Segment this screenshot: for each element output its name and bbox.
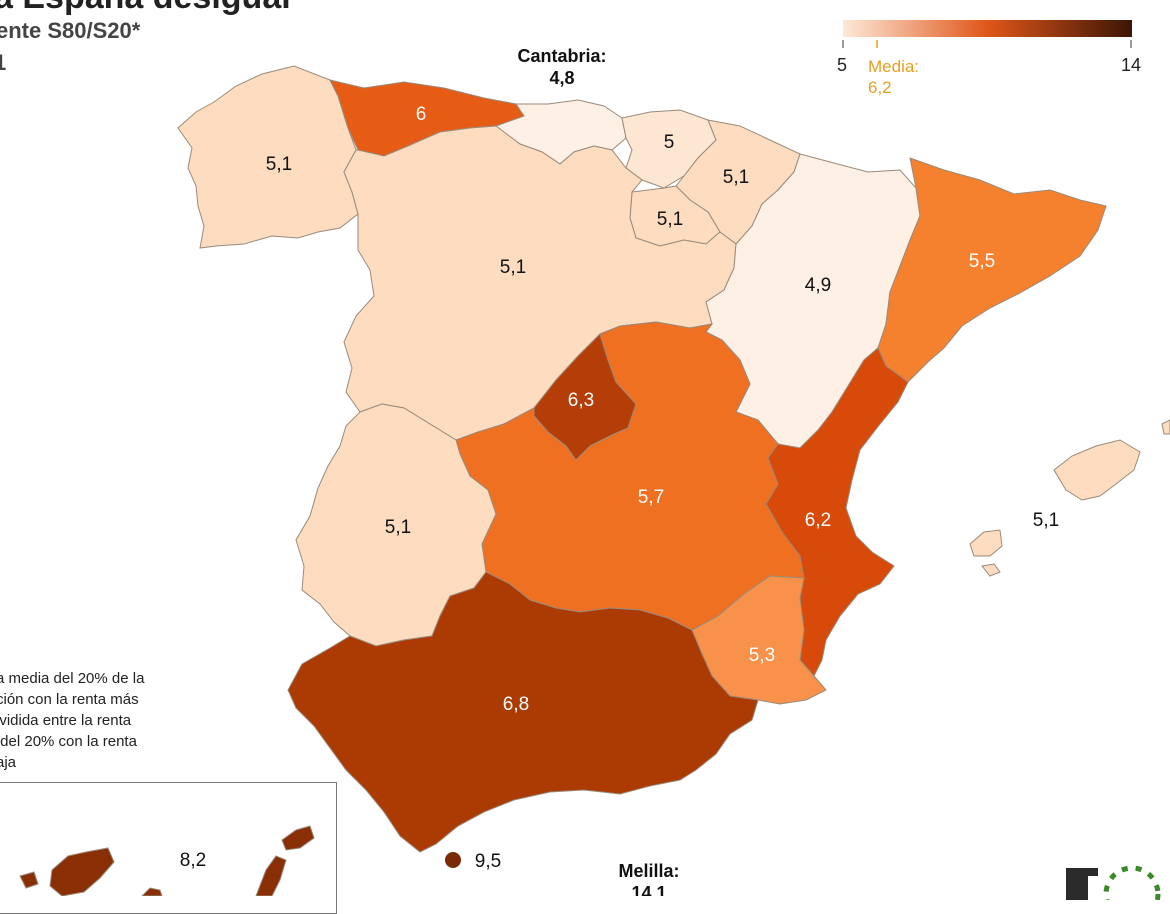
label-asturias: 6 xyxy=(416,104,427,125)
callout-melilla-name: Melilla: xyxy=(618,861,679,881)
canarias-inset-frame xyxy=(0,782,337,914)
footnote-line: del 20% con la renta xyxy=(0,733,137,750)
callout-melilla-value: 14,1 xyxy=(631,883,666,896)
label-galicia: 5,1 xyxy=(266,154,292,175)
legend-max-label: 14 xyxy=(1121,55,1142,75)
legend-min-label: 5 xyxy=(837,55,848,75)
map-title: a España desigual xyxy=(0,0,291,17)
region-canarias-fuerteventura[interactable] xyxy=(255,855,287,896)
region-canarias-tenerife[interactable] xyxy=(49,847,115,896)
legend-gradient-bar xyxy=(843,20,1132,37)
region-canarias-grancanaria[interactable] xyxy=(141,887,163,896)
map-subtitle: ente S80/S20* xyxy=(0,18,141,43)
label-navarra: 5,1 xyxy=(723,167,749,188)
label-ceuta: 9,5 xyxy=(475,851,501,872)
label-canarias: 8,2 xyxy=(180,850,206,871)
region-ceuta-dot[interactable] xyxy=(445,852,461,868)
label-baleares: 5,1 xyxy=(1033,510,1059,531)
region-andalucia[interactable] xyxy=(287,571,759,853)
footnote-line: aja xyxy=(0,754,17,771)
region-baleares-menorca[interactable] xyxy=(1161,419,1170,435)
label-extremadura: 5,1 xyxy=(385,517,411,538)
legend-media-label: Media: xyxy=(868,57,920,76)
label-cataluna: 5,5 xyxy=(969,251,995,272)
map-year: 1 xyxy=(0,50,7,75)
region-canarias-lanzarote[interactable] xyxy=(281,825,315,851)
publisher-logo xyxy=(1066,865,1161,900)
label-valencia: 6,2 xyxy=(805,510,831,531)
label-madrid: 6,3 xyxy=(568,390,594,411)
footnote-line: ción con la renta más xyxy=(0,691,139,708)
region-cataluna[interactable] xyxy=(877,157,1107,383)
callout-cantabria-name: Cantabria: xyxy=(517,46,606,66)
label-andalucia: 6,8 xyxy=(503,694,529,715)
label-pais-vasco: 5 xyxy=(664,132,675,153)
legend-media-value: 6,2 xyxy=(868,78,892,97)
region-baleares-mallorca[interactable] xyxy=(1053,439,1141,501)
label-castilla-la-mancha: 5,7 xyxy=(638,487,664,508)
region-baleares-ibiza[interactable] xyxy=(969,529,1003,557)
label-castilla-leon: 5,1 xyxy=(500,257,526,278)
footnote-line: a media del 20% de la xyxy=(0,670,145,687)
footnote: a media del 20% de la ción con la renta … xyxy=(0,668,186,773)
label-aragon: 4,9 xyxy=(805,275,831,296)
region-canarias-gomera[interactable] xyxy=(19,871,39,889)
label-murcia: 5,3 xyxy=(749,645,775,666)
label-la-rioja: 5,1 xyxy=(657,209,683,230)
region-galicia[interactable] xyxy=(177,65,359,249)
footnote-line: ividida entre la renta xyxy=(0,712,132,729)
region-baleares-formentera[interactable] xyxy=(981,563,1001,577)
callout-cantabria-value: 4,8 xyxy=(549,68,574,88)
region-valencia[interactable] xyxy=(765,347,909,677)
